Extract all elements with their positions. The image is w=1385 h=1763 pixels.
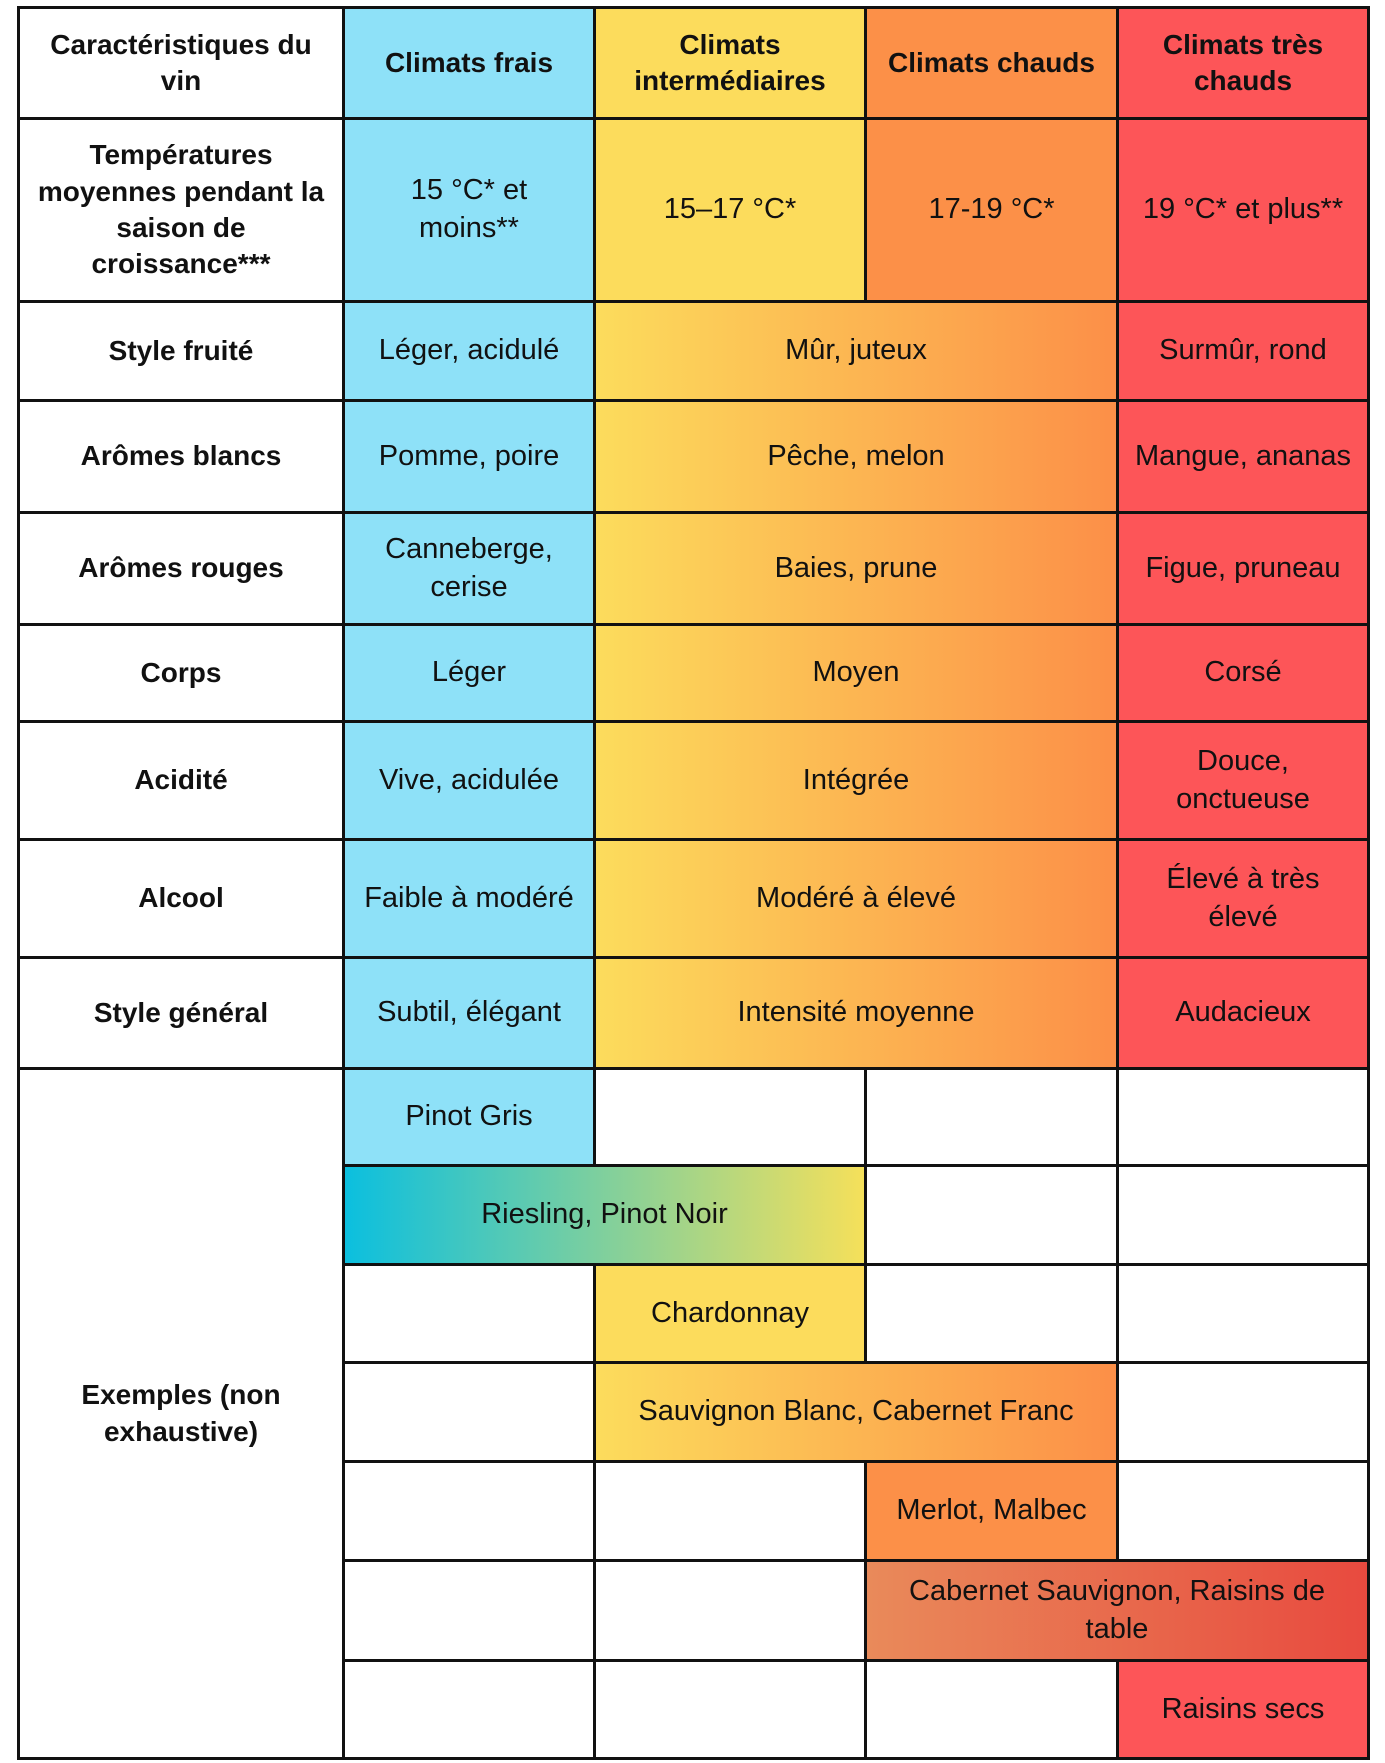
empty-cell [342,1559,596,1662]
row-label: Corps [17,623,345,723]
value-cell: 19 °C* et plus** [1116,117,1370,303]
row-label: Acidité [17,720,345,841]
value-cell: Figue, pruneau [1116,511,1370,626]
value-cell: Corsé [1116,623,1370,723]
empty-cell [1116,1361,1370,1463]
header-cell: Climats très chauds [1116,6,1370,120]
value-cell: Intégrée [593,720,1119,841]
example-cell: Riesling, Pinot Noir [342,1164,867,1266]
value-cell: Moyen [593,623,1119,723]
value-cell: Douce, onctueuse [1116,720,1370,841]
empty-cell [864,1067,1119,1167]
row-label: Alcool [17,838,345,959]
row-label: Arômes blancs [17,399,345,514]
empty-cell [864,1659,1119,1760]
value-cell: Audacieux [1116,956,1370,1070]
value-cell: Canneberge, cerise [342,511,596,626]
example-cell: Raisins secs [1116,1659,1370,1760]
empty-cell [593,1067,867,1167]
value-cell: Élevé à très élevé [1116,838,1370,959]
value-cell: Surmûr, rond [1116,300,1370,402]
empty-cell [342,1659,596,1760]
example-cell: Chardonnay [593,1263,867,1364]
empty-cell [593,1659,867,1760]
row-label: Style général [17,956,345,1070]
empty-cell [1116,1067,1370,1167]
empty-cell [342,1361,596,1463]
example-cell: Merlot, Malbec [864,1460,1119,1562]
empty-cell [342,1263,596,1364]
empty-cell [1116,1263,1370,1364]
example-cell: Cabernet Sauvignon, Raisins de table [864,1559,1370,1662]
empty-cell [1116,1460,1370,1562]
empty-cell [593,1559,867,1662]
empty-cell [864,1263,1119,1364]
empty-cell [593,1460,867,1562]
value-cell: Mûr, juteux [593,300,1119,402]
value-cell: 15–17 °C* [593,117,867,303]
value-cell: Léger [342,623,596,723]
row-label: Style fruité [17,300,345,402]
value-cell: Vive, acidulée [342,720,596,841]
row-label: Températures moyennes pendant la saison … [17,117,345,303]
row-label: Arômes rouges [17,511,345,626]
value-cell: Pêche, melon [593,399,1119,514]
example-cell: Pinot Gris [342,1067,596,1167]
header-cell: Climats frais [342,6,596,120]
header-cell: Climats intermédiaires [593,6,867,120]
empty-cell [342,1460,596,1562]
value-cell: Léger, acidulé [342,300,596,402]
value-cell: Modéré à élevé [593,838,1119,959]
empty-cell [864,1164,1119,1266]
value-cell: Intensité moyenne [593,956,1119,1070]
value-cell: Mangue, ananas [1116,399,1370,514]
value-cell: Subtil, élégant [342,956,596,1070]
value-cell: Baies, prune [593,511,1119,626]
header-cell: Climats chauds [864,6,1119,120]
example-cell: Sauvignon Blanc, Cabernet Franc [593,1361,1119,1463]
row-label: Exemples (non exhaustive) [17,1067,345,1760]
value-cell: Pomme, poire [342,399,596,514]
value-cell: 17-19 °C* [864,117,1119,303]
empty-cell [1116,1164,1370,1266]
value-cell: 15 °C* et moins** [342,117,596,303]
header-cell: Caractéristiques du vin [17,6,345,120]
value-cell: Faible à modéré [342,838,596,959]
